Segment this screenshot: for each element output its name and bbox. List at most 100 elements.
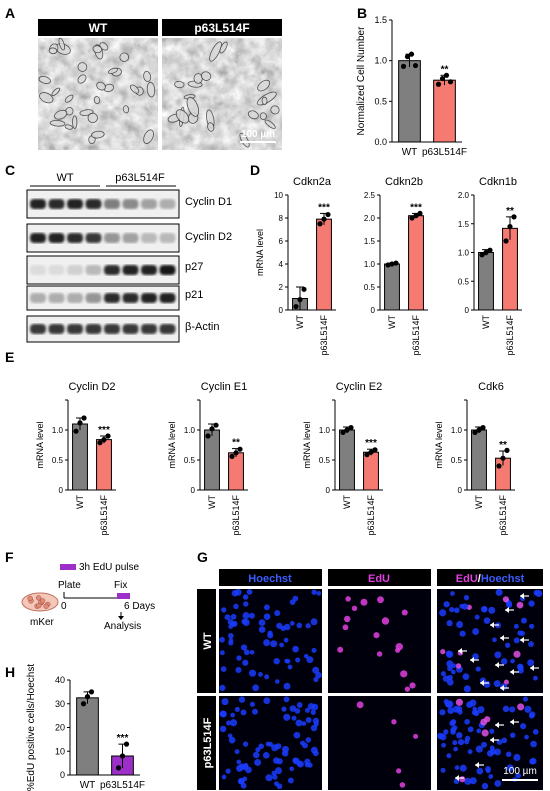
bar-mutant <box>363 451 379 491</box>
fluorescence-tile <box>328 589 431 693</box>
blot-band <box>85 293 102 303</box>
hoechst-nucleus <box>258 671 263 677</box>
hoechst-nucleus <box>307 703 315 710</box>
fluorescence-tile <box>328 696 431 790</box>
blot-band <box>85 324 102 334</box>
edu-nucleus <box>395 647 401 653</box>
blot-band <box>67 324 83 334</box>
hoechst-nucleus <box>513 623 519 629</box>
y-tick-label: 0 <box>60 770 65 780</box>
bar-wt <box>471 429 487 491</box>
hoechst-nucleus <box>295 719 303 727</box>
data-point <box>504 447 510 453</box>
data-point <box>480 425 486 431</box>
data-point <box>237 446 243 452</box>
merged-nucleus <box>484 716 491 723</box>
hoechst-nucleus <box>310 618 318 626</box>
y-tick-label: 1.0 <box>319 426 331 435</box>
y-tick-label: 1.0 <box>374 56 387 66</box>
hoechst-nucleus <box>477 706 485 714</box>
hoechst-nucleus <box>281 745 289 753</box>
mut-header-bar <box>162 19 282 36</box>
hoechst-nucleus <box>461 603 469 610</box>
hoechst-nucleus <box>293 731 301 739</box>
data-point <box>385 262 391 268</box>
y-tick-label: 8 <box>279 214 284 223</box>
chart-e-cyclin-d2: Cyclin D2 0 0.5 1.0 mRNA level WT *** p63L514F <box>35 381 116 536</box>
hoechst-nucleus <box>450 729 456 735</box>
data-point <box>209 426 215 432</box>
y-tick-label: 0.5 <box>458 277 470 286</box>
data-point <box>496 463 502 469</box>
blot-band <box>48 199 65 209</box>
data-point <box>472 429 478 435</box>
arrow-head <box>500 635 504 641</box>
hoechst-nucleus <box>249 649 255 655</box>
data-point <box>77 420 83 426</box>
hoechst-nucleus <box>235 666 242 674</box>
y-tick-label: 1.0 <box>451 426 463 435</box>
hoechst-nucleus <box>452 725 458 731</box>
cell <box>51 87 61 97</box>
y-axis-label: mRNA level <box>302 421 312 468</box>
blot-band <box>141 199 157 209</box>
row-header-wt-bar <box>197 589 216 693</box>
hoechst-nucleus <box>533 675 538 681</box>
arrow-head <box>530 665 534 671</box>
y-tick-label: 0.5 <box>52 456 64 465</box>
cell <box>58 37 66 51</box>
y-tick-label: 2.0 <box>364 214 376 223</box>
timeline-zero: 0 <box>61 601 67 612</box>
hoechst-nucleus <box>519 630 525 637</box>
hoechst-nucleus <box>254 758 262 766</box>
cell <box>108 67 118 74</box>
y-tick-label: 2.0 <box>458 191 470 200</box>
timeline-days: 6 Days <box>124 601 155 612</box>
hoechst-nucleus <box>447 674 453 681</box>
hoechst-nucleus <box>274 679 280 684</box>
cell <box>186 96 200 117</box>
data-point <box>293 303 299 310</box>
chart-d-cdkn2a: Cdkn2a 0 2 4 6 8 10 mRNA level WT *** p63L514F <box>255 176 336 356</box>
blot-band <box>67 265 83 275</box>
hoechst-nucleus <box>471 709 478 716</box>
hoechst-nucleus <box>535 590 543 598</box>
cell <box>143 70 152 83</box>
blot-band <box>122 265 139 275</box>
hoechst-nucleus <box>494 651 502 659</box>
hoechst-nucleus <box>483 617 491 624</box>
y-tick-label: 10 <box>274 191 283 200</box>
hoechst-nucleus <box>509 732 516 738</box>
data-point <box>348 425 354 431</box>
chart-title: Cdkn1b <box>479 176 517 188</box>
hoechst-nucleus <box>228 638 234 643</box>
hoechst-nucleus <box>488 774 494 779</box>
panel-label-d: D <box>250 162 260 178</box>
blot-band <box>104 265 120 275</box>
panel-c: WT p63L514F Cyclin D1 Cyclin D2 p27 p21 … <box>26 172 232 343</box>
hoechst-nucleus <box>483 680 491 688</box>
hoechst-nucleus <box>463 685 471 693</box>
x-tick-label: p63L514F <box>231 495 241 536</box>
hoechst-nucleus <box>302 742 308 749</box>
pulse-legend-swatch <box>60 564 76 570</box>
panel-f: 3h EdU pulse Plate Fix 0 6 Days Analysis… <box>21 562 155 632</box>
cell <box>54 109 68 120</box>
hoechst-nucleus <box>524 705 532 713</box>
hoechst-nucleus <box>228 633 234 639</box>
bar-mutant <box>408 215 424 311</box>
hoechst-nucleus <box>265 774 273 782</box>
hoechst-nucleus <box>234 749 240 755</box>
y-tick-label: 0.5 <box>374 96 387 106</box>
hoechst-nucleus <box>251 708 258 715</box>
pulse-bar <box>117 593 130 599</box>
hoechst-nucleus <box>296 702 303 708</box>
blot-band <box>30 233 46 243</box>
hoechst-nucleus <box>439 609 447 617</box>
hoechst-nucleus <box>273 781 279 787</box>
hoechst-nucleus <box>528 600 535 607</box>
hoechst-nucleus <box>472 628 480 636</box>
cell <box>48 47 58 55</box>
hoechst-nucleus <box>262 751 270 759</box>
hoechst-nucleus <box>451 663 457 668</box>
